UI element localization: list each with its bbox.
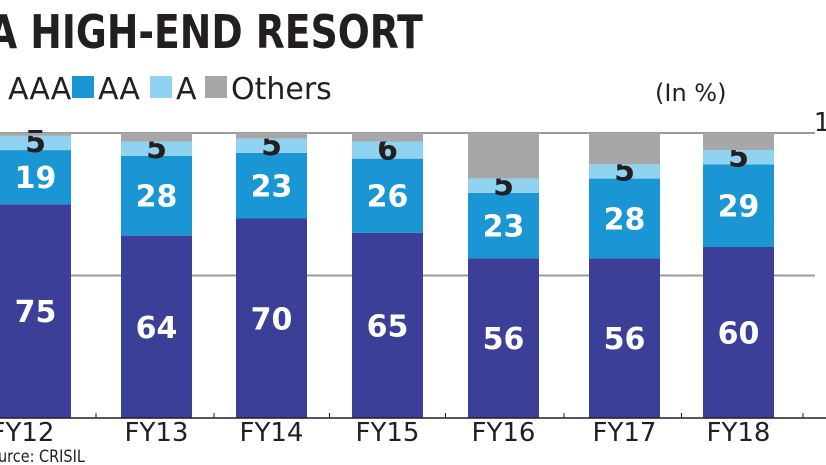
data-label-aa-FY12: 19 — [15, 161, 57, 196]
bar-segment-others-FY18 — [703, 133, 774, 151]
bar-segment-aa-FY14 — [236, 152, 307, 219]
data-label-aaa-FY16: 56 — [483, 322, 525, 357]
bar-segment-others-FY14 — [236, 133, 307, 139]
bar-segment-aaa-FY17 — [589, 258, 660, 418]
bar-segment-aa-FY16 — [468, 192, 539, 259]
bar-segment-others-FY12 — [0, 133, 71, 136]
bar-segment-aa-FY15 — [352, 158, 423, 233]
unit-note: (In %) — [655, 79, 726, 107]
bar-segment-aaa-FY14 — [236, 218, 307, 418]
x-tick-label-FY13: FY13 — [125, 418, 189, 448]
bar-segment-a-FY16 — [468, 178, 539, 193]
bar-segment-a-FY18 — [703, 150, 774, 165]
bar-segment-aaa-FY15 — [352, 232, 423, 418]
data-label-aa-FY17: 28 — [604, 203, 646, 238]
data-label-aaa-FY14: 70 — [251, 302, 293, 337]
bar-segment-aaa-FY16 — [468, 258, 539, 418]
bar-FY12: 75 195 — [0, 125, 71, 418]
data-label-aaa-FY17: 56 — [604, 322, 646, 357]
x-tick-label-FY12: FY12 — [0, 418, 54, 448]
x-tick-label-FY16: FY16 — [472, 418, 536, 448]
bar-segment-aa-FY12 — [0, 150, 71, 205]
bar-segment-a-FY13 — [121, 141, 192, 156]
bar-segment-a-FY15 — [352, 141, 423, 159]
chart-title: A HIGH-END RESORT — [0, 5, 423, 59]
data-label-aa-FY18: 29 — [718, 190, 760, 225]
legend-label-others: Others — [231, 72, 332, 107]
bar-segment-aa-FY17 — [589, 178, 660, 259]
data-label-aaa-FY13: 64 — [136, 311, 178, 346]
bar-segment-aa-FY13 — [121, 155, 192, 236]
legend: AAA AA A Others — [8, 72, 332, 107]
bar-segment-others-FY13 — [121, 133, 192, 142]
bar-segment-aaa-FY12 — [0, 204, 71, 418]
x-tick-label-FY15: FY15 — [356, 418, 420, 448]
x-tick-label-FY18: FY18 — [707, 418, 771, 448]
legend-label-a: A — [176, 72, 197, 107]
x-tick-label-FY14: FY14 — [240, 418, 304, 448]
bar-segment-aaa-FY18 — [703, 247, 774, 418]
bar-segment-a-FY14 — [236, 138, 307, 153]
y-tick-label-partial: 1 — [814, 108, 826, 138]
source-note: urce: CRISIL — [0, 446, 85, 465]
bar-segment-others-FY16 — [468, 133, 539, 179]
data-label-aa-FY13: 28 — [136, 180, 178, 215]
data-label-aaa-FY18: 60 — [718, 317, 760, 352]
data-label-aa-FY14: 23 — [251, 170, 293, 205]
data-label-aa-FY15: 26 — [367, 180, 409, 215]
legend-label-aaa: AAA — [8, 72, 72, 107]
legend-swatch-a — [150, 76, 172, 98]
x-axis: FY12 FY13 FY14 FY15 FY16 FY17 FY18 — [0, 413, 826, 448]
legend-swatch-aa — [72, 76, 94, 98]
bar-segment-aa-FY18 — [703, 164, 774, 247]
data-label-aaa-FY15: 65 — [367, 309, 409, 344]
bar-segment-others-FY17 — [589, 133, 660, 165]
bar-segment-a-FY12 — [0, 135, 71, 151]
data-label-aa-FY16: 23 — [483, 210, 525, 245]
legend-label-aa: AA — [98, 72, 140, 107]
bar-segment-others-FY15 — [352, 133, 423, 142]
x-tick-label-FY17: FY17 — [593, 418, 657, 448]
bar-segment-a-FY17 — [589, 164, 660, 179]
data-label-a-FY12: 5 — [25, 125, 46, 160]
bar-segment-aaa-FY13 — [121, 235, 192, 418]
data-label-aaa-FY12: 75 — [15, 295, 57, 330]
legend-swatch-others — [205, 76, 227, 98]
